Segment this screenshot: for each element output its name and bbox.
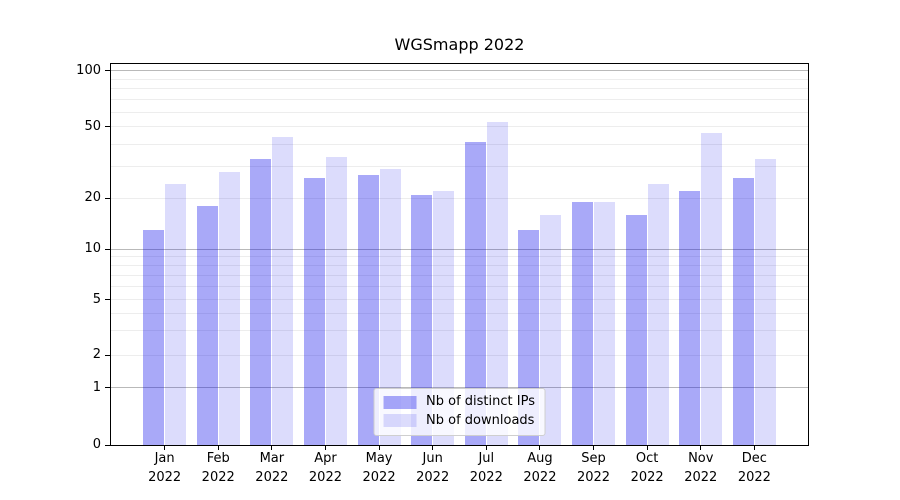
legend-item-downloads: Nb of downloads (383, 412, 535, 428)
x-tick-label-7: Aug 2022 (523, 451, 557, 485)
bar-downloads-Jan-2022 (165, 184, 187, 445)
y-tick-label-20: 20 (84, 190, 101, 206)
minor-gridline-70 (111, 99, 808, 101)
x-tick-6 (485, 446, 487, 450)
bar-downloads-Apr-2022 (325, 156, 347, 445)
major-gridline-1 (111, 387, 808, 389)
minor-gridline-9 (111, 256, 808, 258)
minor-gridline-2 (111, 354, 808, 356)
y-tick-10 (105, 248, 110, 250)
bar-distinct-ips-Mar-2022 (250, 159, 272, 445)
bar-distinct-ips-May-2022 (357, 174, 379, 445)
y-tick-label-10: 10 (84, 241, 101, 256)
y-tick-label-5: 5 (92, 291, 101, 307)
y-tick-50 (105, 126, 110, 128)
chart-title: WGSmapp 2022 (394, 35, 525, 54)
x-tick-4 (378, 446, 380, 450)
x-tick-label-5: Jun 2022 (416, 451, 450, 485)
x-tick-label-9: Oct 2022 (630, 451, 664, 485)
minor-gridline-20 (111, 197, 808, 199)
x-tick-0 (164, 446, 166, 450)
legend-swatch-downloads (383, 414, 417, 428)
minor-gridline-40 (111, 143, 808, 145)
y-tick-1 (105, 387, 110, 389)
y-tick-5 (105, 299, 110, 301)
bar-downloads-Jun-2022 (433, 190, 455, 445)
legend-swatch-distinct-ips (383, 396, 417, 410)
x-tick-5 (432, 446, 434, 450)
x-tick-11 (753, 446, 755, 450)
x-tick-8 (593, 446, 595, 450)
x-tick-7 (539, 446, 541, 450)
bar-distinct-ips-Jan-2022 (143, 229, 165, 445)
bar-distinct-ips-Sep-2022 (572, 202, 594, 445)
minor-gridline-90 (111, 78, 808, 80)
legend-label-distinct-ips: Nb of distinct IPs (426, 394, 535, 410)
minor-gridline-8 (111, 264, 808, 266)
y-tick-0 (105, 444, 110, 446)
major-gridline-100 (111, 70, 808, 72)
minor-gridline-3 (111, 330, 808, 332)
x-tick-label-1: Feb 2022 (201, 451, 235, 485)
y-tick-label-0: 0 (92, 437, 101, 452)
bar-downloads-Aug-2022 (540, 214, 562, 445)
x-tick-9 (646, 446, 648, 450)
x-tick-2 (271, 446, 273, 450)
minor-gridline-30 (111, 166, 808, 168)
bar-distinct-ips-Feb-2022 (196, 206, 218, 445)
bar-downloads-Mar-2022 (272, 136, 294, 445)
x-tick-label-8: Sep 2022 (576, 451, 611, 485)
y-tick-100 (105, 70, 110, 72)
x-tick-label-10: Nov 2022 (684, 451, 718, 485)
x-tick-label-2: Mar 2022 (255, 451, 289, 485)
bar-downloads-Dec-2022 (754, 159, 776, 445)
x-tick-1 (217, 446, 219, 450)
minor-gridline-50 (111, 126, 808, 128)
bar-distinct-ips-Jun-2022 (411, 194, 433, 445)
bar-downloads-Sep-2022 (594, 202, 616, 445)
bar-distinct-ips-Oct-2022 (625, 214, 647, 445)
bars-layer (111, 64, 808, 445)
y-tick-label-100: 100 (76, 62, 101, 78)
minor-gridline-60 (111, 111, 808, 113)
legend-item-distinct-ips: Nb of distinct IPs (383, 395, 535, 409)
bar-downloads-Jul-2022 (486, 122, 508, 445)
bar-distinct-ips-Apr-2022 (303, 177, 325, 445)
bar-downloads-Feb-2022 (218, 172, 240, 445)
x-tick-label-3: Apr 2022 (308, 451, 342, 485)
x-tick-3 (324, 446, 326, 450)
x-tick-label-11: Dec 2022 (737, 451, 771, 485)
minor-gridline-6 (111, 285, 808, 287)
minor-gridline-80 (111, 88, 808, 90)
y-tick-20 (105, 197, 110, 199)
x-tick-label-4: May 2022 (362, 451, 396, 485)
x-tick-label-6: Jul 2022 (469, 451, 503, 485)
minor-gridline-7 (111, 274, 808, 276)
x-tick-label-0: Jan 2022 (148, 451, 182, 485)
legend: Nb of distinct IPs Nb of downloads (373, 388, 546, 436)
bar-downloads-Nov-2022 (701, 133, 723, 445)
bar-distinct-ips-Jul-2022 (464, 142, 486, 445)
y-tick-label-1: 1 (92, 379, 101, 395)
bar-distinct-ips-Nov-2022 (679, 190, 701, 445)
gridlines-layer (111, 64, 808, 445)
minor-gridline-4 (111, 312, 808, 314)
y-tick-label-50: 50 (84, 118, 101, 134)
plot-area: Nb of distinct IPs Nb of downloads (110, 63, 809, 446)
major-gridline-10 (111, 248, 808, 250)
bar-downloads-Oct-2022 (647, 184, 669, 445)
legend-label-downloads: Nb of downloads (426, 412, 535, 428)
y-tick-label-2: 2 (92, 347, 101, 363)
x-tick-10 (700, 446, 702, 450)
bar-distinct-ips-Dec-2022 (732, 177, 754, 445)
minor-gridline-5 (111, 299, 808, 301)
y-tick-2 (105, 354, 110, 356)
bar-downloads-May-2022 (379, 169, 401, 445)
